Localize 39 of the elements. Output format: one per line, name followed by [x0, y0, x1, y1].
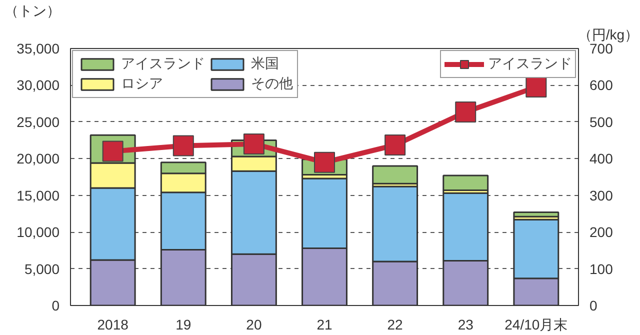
point — [172, 135, 194, 156]
point — [526, 76, 547, 98]
y-tick-label: 15,000 — [16, 187, 60, 204]
y2-tick-label: 400 — [590, 150, 614, 167]
legend-label: アイスランド — [488, 55, 572, 73]
y-tick-label: 5,000 — [24, 260, 60, 277]
y-tick-label: 30,000 — [16, 77, 60, 94]
y2-tick-label: 700 — [590, 40, 614, 56]
y-axis-title: （トン） — [4, 2, 60, 18]
point — [384, 134, 406, 156]
legend-label: アイスランド — [121, 55, 205, 73]
y-tick-label: 0 — [52, 298, 60, 314]
y-tick-label: 10,000 — [16, 224, 60, 240]
point — [455, 102, 476, 123]
y2-tick-label: 100 — [590, 260, 614, 277]
x-tick-label: 19 — [176, 316, 192, 332]
x-tick-label: 2018 — [97, 316, 129, 332]
x-tick-label: 23 — [458, 316, 474, 332]
x-tick-label: 21 — [316, 316, 332, 332]
legend-label: ロシア — [121, 75, 163, 93]
bar — [442, 174, 489, 191]
y2-tick-label: 500 — [590, 114, 614, 130]
y2-axis-title: （円/kg） — [578, 26, 639, 42]
bar — [372, 165, 418, 184]
y-tick-label: 20,000 — [16, 150, 60, 167]
legend-label: その他 — [251, 75, 293, 93]
y2-tick-label: 200 — [590, 224, 614, 240]
y2-tick-label: 600 — [590, 77, 614, 94]
y-tick-label: 35,000 — [16, 40, 60, 56]
x-tick-label: 20 — [246, 316, 262, 332]
point — [314, 152, 335, 173]
x-tick-label: 22 — [387, 316, 404, 332]
legend-label: 米国 — [251, 55, 279, 73]
point — [243, 133, 264, 154]
y2-tick-label: 300 — [590, 187, 614, 204]
y2-tick-label: 0 — [590, 298, 598, 314]
bar — [513, 211, 560, 218]
y-tick-label: 25,000 — [16, 114, 60, 130]
x-tick-label: 24/10月末 — [504, 316, 568, 332]
